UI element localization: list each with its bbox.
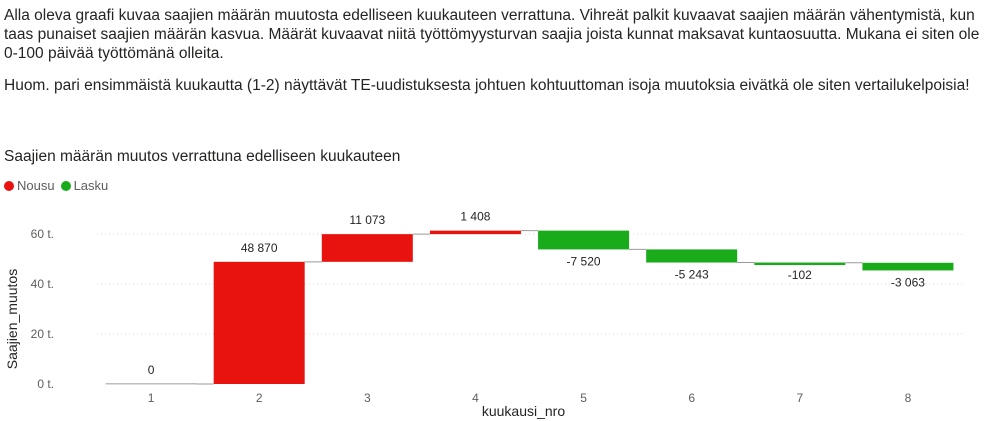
legend-label-decrease: Lasku [73, 178, 109, 193]
x-tick-label-8: 8 [905, 391, 912, 405]
data-label-3: 11 073 [349, 213, 385, 227]
x-tick-label-6: 6 [688, 391, 695, 405]
y-tick-label-40000: 40 t. [31, 277, 54, 291]
bar-7[interactable] [754, 262, 846, 266]
data-label-2: 48 870 [241, 241, 278, 255]
chart-title: Saajien määrän muutos verrattuna edellis… [4, 148, 401, 165]
data-label-5: -7 520 [567, 254, 601, 268]
data-label-8: -3 063 [891, 275, 925, 289]
legend-item-increase[interactable]: Nousu [4, 178, 55, 193]
chart-legend: Nousu Lasku [4, 178, 114, 193]
bar-8[interactable] [862, 262, 954, 271]
bar-4[interactable] [429, 230, 521, 235]
legend-item-decrease[interactable]: Lasku [60, 178, 109, 193]
data-label-1: 0 [148, 363, 155, 377]
y-tick-label-20000: 20 t. [31, 327, 54, 341]
x-tick-label-3: 3 [364, 391, 371, 405]
x-tick-label-2: 2 [256, 391, 263, 405]
bar-3[interactable] [321, 234, 413, 262]
y-tick-label-0: 0 t. [37, 377, 54, 391]
data-label-7: -102 [788, 268, 812, 282]
intro-text: Alla oleva graafi kuvaa saajien määrän m… [4, 6, 994, 108]
data-label-4: 1 408 [460, 210, 490, 224]
x-axis-title: kuukausi_nro [482, 403, 565, 419]
legend-dot-decrease [60, 180, 71, 191]
waterfall-chart: 0 t. 20 t. 40 t. 60 t. Saajien_muutos 0 1 48 87… [4, 210, 962, 419]
data-label-6: -5 243 [675, 268, 709, 282]
legend-label-increase: Nousu [17, 178, 55, 193]
x-tick-label-1: 1 [148, 391, 155, 405]
y-tick-label-60000: 60 t. [31, 227, 54, 241]
x-tick-label-4: 4 [472, 391, 479, 405]
bar-5[interactable] [538, 230, 630, 250]
x-tick-label-5: 5 [580, 391, 587, 405]
legend-dot-increase [4, 180, 14, 191]
bar-2[interactable] [213, 261, 305, 384]
bar-1[interactable] [105, 383, 197, 385]
intro-paragraph-2: Huom. pari ensimmäistä kuukautta (1-2) n… [4, 77, 970, 94]
x-tick-label-7: 7 [796, 391, 803, 405]
y-axis-title: Saajien_muutos [4, 269, 20, 369]
intro-paragraph-1: Alla oleva graafi kuvaa saajien määrän m… [4, 7, 980, 62]
bar-6[interactable] [646, 249, 738, 263]
